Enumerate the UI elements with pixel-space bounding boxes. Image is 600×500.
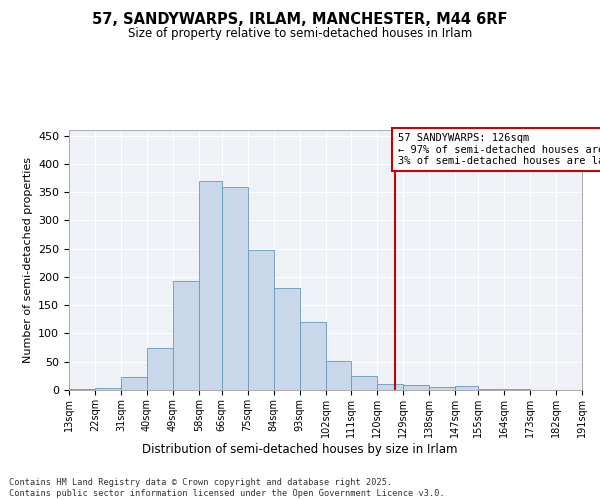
Text: Contains HM Land Registry data © Crown copyright and database right 2025.
Contai: Contains HM Land Registry data © Crown c… (9, 478, 445, 498)
Bar (377, 384, 403, 390)
Bar (199, 181, 222, 390)
Text: 57 SANDYWARPS: 126sqm
← 97% of semi-detached houses are smaller (1,644)
3% of se: 57 SANDYWARPS: 126sqm ← 97% of semi-deta… (398, 133, 600, 166)
Bar (299, 322, 325, 390)
Bar (95, 388, 121, 390)
Bar (429, 387, 455, 390)
Text: Distribution of semi-detached houses by size in Irlam: Distribution of semi-detached houses by … (142, 442, 458, 456)
Bar (403, 385, 429, 390)
Text: Size of property relative to semi-detached houses in Irlam: Size of property relative to semi-detach… (128, 28, 472, 40)
Text: 57, SANDYWARPS, IRLAM, MANCHESTER, M44 6RF: 57, SANDYWARPS, IRLAM, MANCHESTER, M44 6… (92, 12, 508, 28)
Bar (455, 386, 478, 390)
Bar (274, 288, 299, 390)
Bar (478, 389, 504, 390)
Bar (248, 250, 274, 390)
Bar (121, 377, 147, 390)
Bar (222, 186, 248, 390)
Bar (352, 376, 377, 390)
Bar (325, 360, 352, 390)
Bar (147, 348, 173, 390)
Bar (173, 282, 199, 390)
Y-axis label: Number of semi-detached properties: Number of semi-detached properties (23, 157, 32, 363)
